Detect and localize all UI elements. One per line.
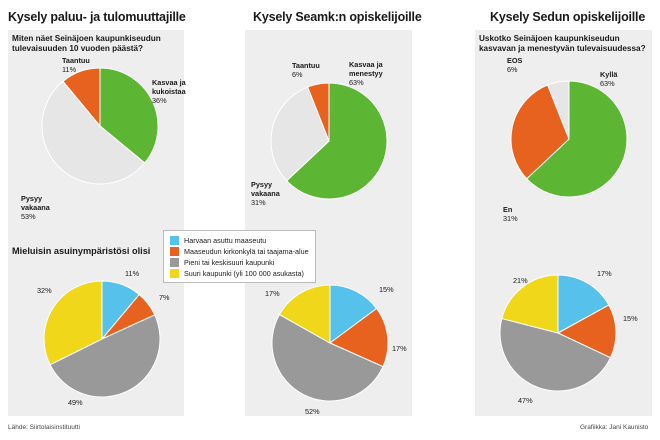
slice-name: Pysyy vakaana [21,194,50,212]
slice-label-suuri: 17% [265,289,280,298]
slice-label-pysyy: Pysyy vakaana 53% [21,194,53,221]
slice-label-suuri: 32% [37,286,52,295]
question-growth: Uskotko Seinäjoen kaupunkiseudun kasvava… [479,34,646,53]
legend-item: Suuri kaupunki (yli 100 000 asukasta) [170,268,309,279]
pie-slice [278,284,331,344]
slice-label-kylla: Kyllä 63% [600,70,617,88]
legend-item: Pieni tai keskisuuri kaupunki [170,257,309,268]
title-seamk: Kysely Seamk:n opiskelijoille [253,10,422,24]
slice-label-kirkonkyla: 7% [159,293,170,302]
slice-name: Kasvaa ja kukoistaa [152,78,186,96]
slice-name: Taantuu [62,56,90,65]
slice-label-kasvaa: Kasvaa ja kukoistaa 36% [152,78,192,105]
slice-name: EOS [507,56,523,65]
slice-name: Kyllä [600,70,618,79]
slice-pct: 31% [251,198,266,207]
legend-item: Maaseudun kirkonkylä tai taajama-alue [170,246,309,257]
slice-label-kirkonkyla: 15% [623,314,638,323]
pie-slice [41,80,146,185]
pie-slice [526,80,628,198]
pie-chart-seamk-future [270,82,388,200]
question-future: Miten näet Seinäjoen kaupunkiseudun tule… [12,34,161,53]
legend-swatch [170,269,179,278]
legend: Harvaan asuttu maaseutu Maaseudun kirkonk… [163,230,316,283]
slice-label-harvaan: 17% [597,269,612,278]
legend-label: Pieni tai keskisuuri kaupunki [184,258,275,267]
slice-pct: 36% [152,96,167,105]
pie-slice [270,86,330,182]
pie-slice [499,317,612,392]
slice-label-kirkonkyla: 17% [392,344,407,353]
slice-pct: 11% [62,65,77,74]
slice-name: Taantuu [292,61,320,70]
pie-slice [306,82,330,142]
pie-chart-seamk-living [271,284,389,402]
legend-swatch [170,247,179,256]
slice-label-harvaan: 15% [379,285,394,294]
pie-slice [501,274,559,334]
slice-pct: 6% [507,65,518,74]
pie-slice [329,284,378,344]
pie-chart-returnees-future [41,67,159,185]
pie-slice [556,304,617,359]
legend-swatch [170,236,179,245]
pie-slice [286,82,388,200]
slice-label-harvaan: 11% [125,269,140,278]
pie-slice [43,280,103,366]
legend-label: Maaseudun kirkonkylä tai taajama-alue [184,247,309,256]
slice-label-pieni: 49% [68,398,83,407]
pie-slice [329,307,389,368]
slice-label-taantuu: Taantuu 6% [292,61,320,79]
slice-label-taantuu: Taantuu 11% [62,56,90,74]
title-sedu: Kysely Sedun opiskelijoille [490,10,646,24]
slice-name: Kasvaa ja menestyy [349,60,383,78]
question-living-environment: Mieluisin asuinympäristösi olisi [12,246,151,256]
slice-label-pieni: 47% [518,396,533,405]
pie-chart-returnees-living [43,280,161,398]
pie-slice [99,67,159,164]
legend-label: Suuri kaupunki (yli 100 000 asukasta) [184,269,304,278]
title-returnees: Kysely paluu- ja tulomuuttajille [8,10,186,24]
slice-pct: 53% [21,212,36,221]
slice-label-en: En 31% [503,205,518,223]
pie-slice [557,274,610,334]
slice-label-eos: EOS 6% [507,56,522,74]
pie-slice [49,314,161,398]
slice-label-pysyy: Pysyy vakaana 31% [251,180,283,207]
pie-slice [546,80,570,140]
legend-label: Harvaan asuttu maaseutu [184,236,267,245]
legend-swatch [170,258,179,267]
slice-pct: 31% [503,214,518,223]
pie-slice [510,84,570,180]
pie-chart-sedu-future [510,80,628,198]
slice-pct: 63% [349,78,364,87]
slice-pct: 63% [600,79,615,88]
pie-chart-sedu-living [499,274,617,392]
slice-label-kasvaa: Kasvaa ja menestyy 63% [349,60,389,87]
pie-slice [271,313,384,402]
legend-item: Harvaan asuttu maaseutu [170,235,309,246]
slice-label-suuri: 21% [513,276,528,285]
slice-name: En [503,205,513,214]
slice-name: Pysyy vakaana [251,180,280,198]
pie-slice [62,67,101,128]
slice-label-pieni: 52% [305,407,320,416]
source-credit: Lähde: Siirtolaisinstituutti [8,424,80,431]
graphics-credit: Grafiikka: Jani Kaunisto [580,424,649,431]
slice-pct: 6% [292,70,303,79]
